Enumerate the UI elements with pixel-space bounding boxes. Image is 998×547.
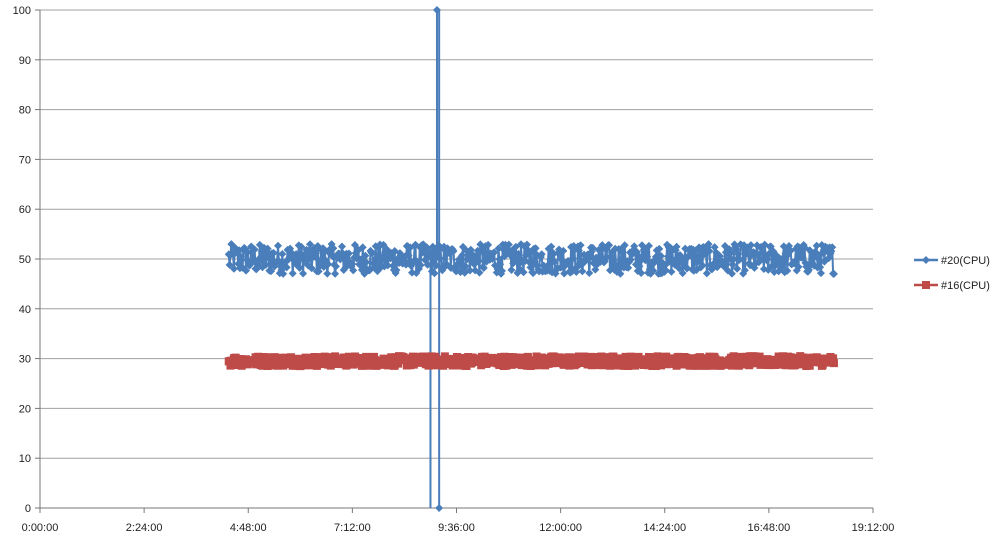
spike-marker xyxy=(432,6,441,14)
x-tick-label: 4:48:00 xyxy=(230,522,267,534)
spike-line xyxy=(429,10,441,508)
x-tick-label: 2:24:00 xyxy=(126,522,163,534)
y-tick-label: 20 xyxy=(19,403,31,415)
legend-label: #16(CPU) xyxy=(941,280,990,292)
x-tick-label: 9:36:00 xyxy=(438,522,475,534)
series-markers xyxy=(224,240,838,278)
legend-entry: #16(CPU) xyxy=(914,280,990,292)
y-tick-label: 40 xyxy=(19,304,31,316)
y-tick-label: 70 xyxy=(19,154,31,166)
legend-layer: #20(CPU) #16(CPU) xyxy=(914,255,990,292)
legend-swatch-marker xyxy=(922,281,930,289)
y-tick-label: 30 xyxy=(19,354,31,366)
series-cpu-16 xyxy=(224,352,838,371)
series-layer xyxy=(224,6,838,512)
x-tick-label: 19:12:00 xyxy=(852,522,895,534)
x-tick-label: 7:12:00 xyxy=(334,522,371,534)
series-cpu-20 xyxy=(224,6,838,512)
legend-label: #20(CPU) xyxy=(941,255,990,267)
y-tick-label: 90 xyxy=(19,55,31,67)
series-markers xyxy=(224,352,838,371)
spike-marker xyxy=(435,504,444,512)
x-tick-label: 0:00:00 xyxy=(22,522,59,534)
y-tick-label: 50 xyxy=(19,254,31,266)
y-tick-label: 100 xyxy=(13,5,31,17)
y-tick-label: 10 xyxy=(19,453,31,465)
y-tick-label: 0 xyxy=(25,503,31,515)
axis-layer: 0 10 20 30 40 50 60 70 80 90 100 0:00:00 2:24:00 4:48… xyxy=(13,5,895,534)
legend-swatch-marker xyxy=(922,256,930,264)
x-tick-label: 14:24:00 xyxy=(643,522,686,534)
y-tick-label: 60 xyxy=(19,204,31,216)
grid-layer xyxy=(40,9,873,459)
x-tick-label: 16:48:00 xyxy=(747,522,790,534)
x-tick-label: 12:00:00 xyxy=(539,522,582,534)
legend-entry: #20(CPU) xyxy=(914,255,990,267)
y-tick-label: 80 xyxy=(19,105,31,117)
